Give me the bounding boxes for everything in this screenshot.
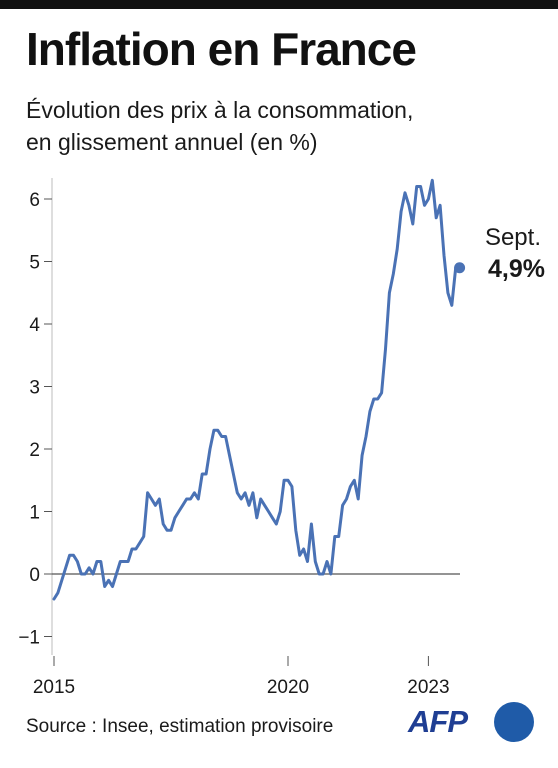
- subtitle-line-2: en glissement annuel (en %): [26, 129, 318, 155]
- annotation-month-label: Sept.: [485, 224, 541, 251]
- annotation-value-label: 4,9%: [488, 255, 545, 283]
- y-tick-label: 3: [29, 378, 40, 399]
- inflation-line-chart: −1 0 1 2 3 4 5 6 2015 2020 2023 Sept. 4,9%: [18, 178, 545, 698]
- y-tick-label: 6: [29, 190, 40, 211]
- x-tick-label: 2020: [267, 677, 309, 698]
- x-tick-label: 2015: [33, 677, 75, 698]
- y-tick-label: 2: [29, 440, 40, 461]
- inflation-series-line: [52, 178, 462, 601]
- subtitle-line-1: Évolution des prix à la consommation,: [26, 97, 414, 123]
- chart-title: Inflation en France: [26, 23, 417, 75]
- y-tick-label: −1: [18, 628, 40, 649]
- afp-logo: AFP: [408, 700, 534, 744]
- top-bar: [0, 0, 558, 9]
- y-tick-label: 4: [29, 315, 40, 336]
- y-tick-label: 0: [29, 565, 40, 586]
- x-tick-label: 2023: [407, 677, 449, 698]
- afp-logo-dot: [494, 702, 534, 742]
- y-tick-label: 1: [29, 503, 40, 524]
- chart-subtitle: Évolution des prix à la consommation, en…: [26, 94, 546, 158]
- afp-logo-text: AFP: [408, 704, 468, 739]
- latest-value-marker: [454, 262, 466, 274]
- source-note: Source : Insee, estimation provisoire: [26, 716, 334, 737]
- y-tick-label: 5: [29, 253, 40, 274]
